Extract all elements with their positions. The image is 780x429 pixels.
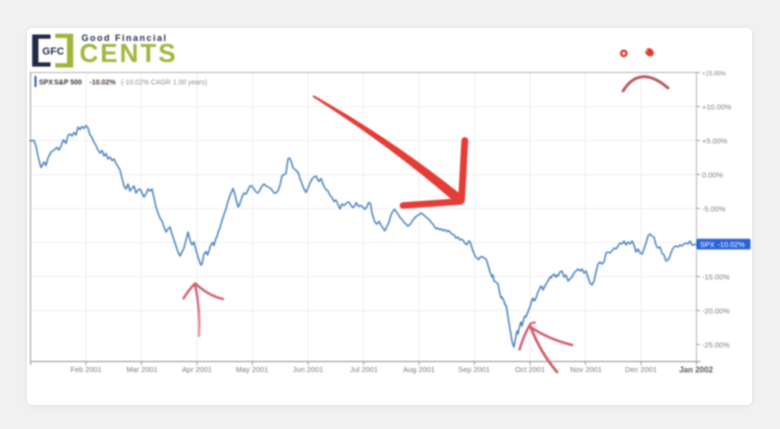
svg-text:-15.00%: -15.00% [702, 272, 730, 281]
svg-text:Nov 2001: Nov 2001 [570, 365, 602, 374]
svg-text:+10.00%: +10.00% [702, 102, 732, 111]
svg-text:Good Financial: Good Financial [82, 33, 168, 43]
svg-text:CENTS: CENTS [80, 38, 178, 68]
svg-text:Jan 2002: Jan 2002 [679, 366, 713, 375]
svg-text:-20.00%: -20.00% [702, 306, 730, 315]
svg-text:S&P 500: S&P 500 [54, 79, 82, 86]
svg-text:SPX: SPX [700, 240, 715, 249]
svg-text:(-10.02% CAGR 1.00 years): (-10.02% CAGR 1.00 years) [121, 79, 207, 86]
svg-text:Sep 2001: Sep 2001 [458, 365, 490, 374]
svg-text:Oct 2001: Oct 2001 [515, 365, 545, 374]
svg-text:GFC: GFC [42, 46, 65, 57]
svg-text:Aug 2001: Aug 2001 [403, 365, 435, 374]
svg-text:SPX: SPX [39, 79, 53, 86]
svg-text:Jul 2001: Jul 2001 [350, 365, 378, 374]
svg-text:Feb 2001: Feb 2001 [70, 365, 101, 374]
svg-text:+5.00%: +5.00% [702, 136, 728, 145]
svg-text:0.00%: 0.00% [702, 170, 723, 179]
svg-text:Dec 2001: Dec 2001 [625, 365, 657, 374]
svg-text:Mar 2001: Mar 2001 [126, 365, 157, 374]
svg-text:-5.00%: -5.00% [702, 204, 726, 213]
svg-text:Apr 2001: Apr 2001 [182, 365, 212, 374]
svg-text:-10.02%: -10.02% [718, 240, 746, 249]
svg-text:May 2001: May 2001 [236, 365, 268, 374]
svg-text:+15.00%: +15.00% [702, 71, 727, 77]
svg-text:-10.02%: -10.02% [90, 79, 117, 86]
svg-text:Jun 2001: Jun 2001 [293, 365, 323, 374]
svg-text:-25.00%: -25.00% [702, 340, 730, 349]
